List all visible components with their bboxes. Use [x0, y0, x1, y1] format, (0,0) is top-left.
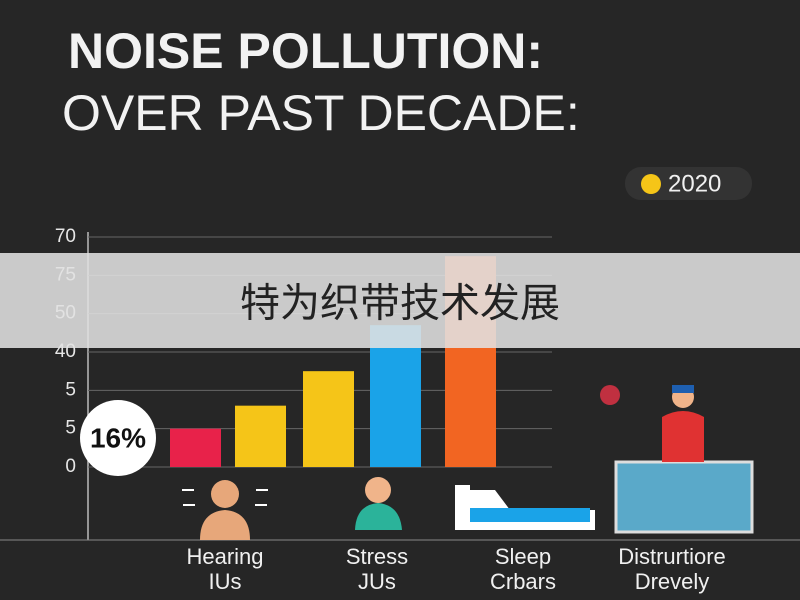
stress-icon — [355, 477, 402, 530]
category-label: Drevely — [635, 569, 710, 594]
category-label: Crbars — [490, 569, 556, 594]
y-tick-label: 0 — [65, 456, 76, 477]
banner — [0, 253, 800, 348]
category-label: JUs — [358, 569, 396, 594]
y-tick-label: 5 — [65, 379, 76, 400]
category-label: Hearing — [186, 544, 263, 569]
sleep-icon — [455, 485, 595, 530]
category-label: Sleep — [495, 544, 551, 569]
badge-circle — [80, 400, 156, 476]
y-tick-label: 70 — [55, 226, 76, 247]
chart-title: NOISE POLLUTION: — [68, 23, 543, 79]
category-label: Stress — [346, 544, 408, 569]
bar — [370, 325, 421, 467]
bar — [170, 428, 221, 467]
badge: 16% — [90, 422, 146, 453]
bar — [235, 405, 286, 467]
worker-icon — [600, 385, 754, 534]
category-label: Distrurtiore — [618, 544, 726, 569]
hearing-icon — [182, 480, 268, 540]
chart-subtitle: OVER PAST DECADE: — [62, 85, 580, 141]
legend-dot — [641, 174, 661, 194]
banner-text: 特为织带技术发展 — [240, 282, 560, 326]
legend-label: 2020 — [668, 170, 721, 197]
y-tick-label: 5 — [65, 418, 76, 439]
bar — [303, 371, 354, 467]
category-label: IUs — [209, 569, 242, 594]
